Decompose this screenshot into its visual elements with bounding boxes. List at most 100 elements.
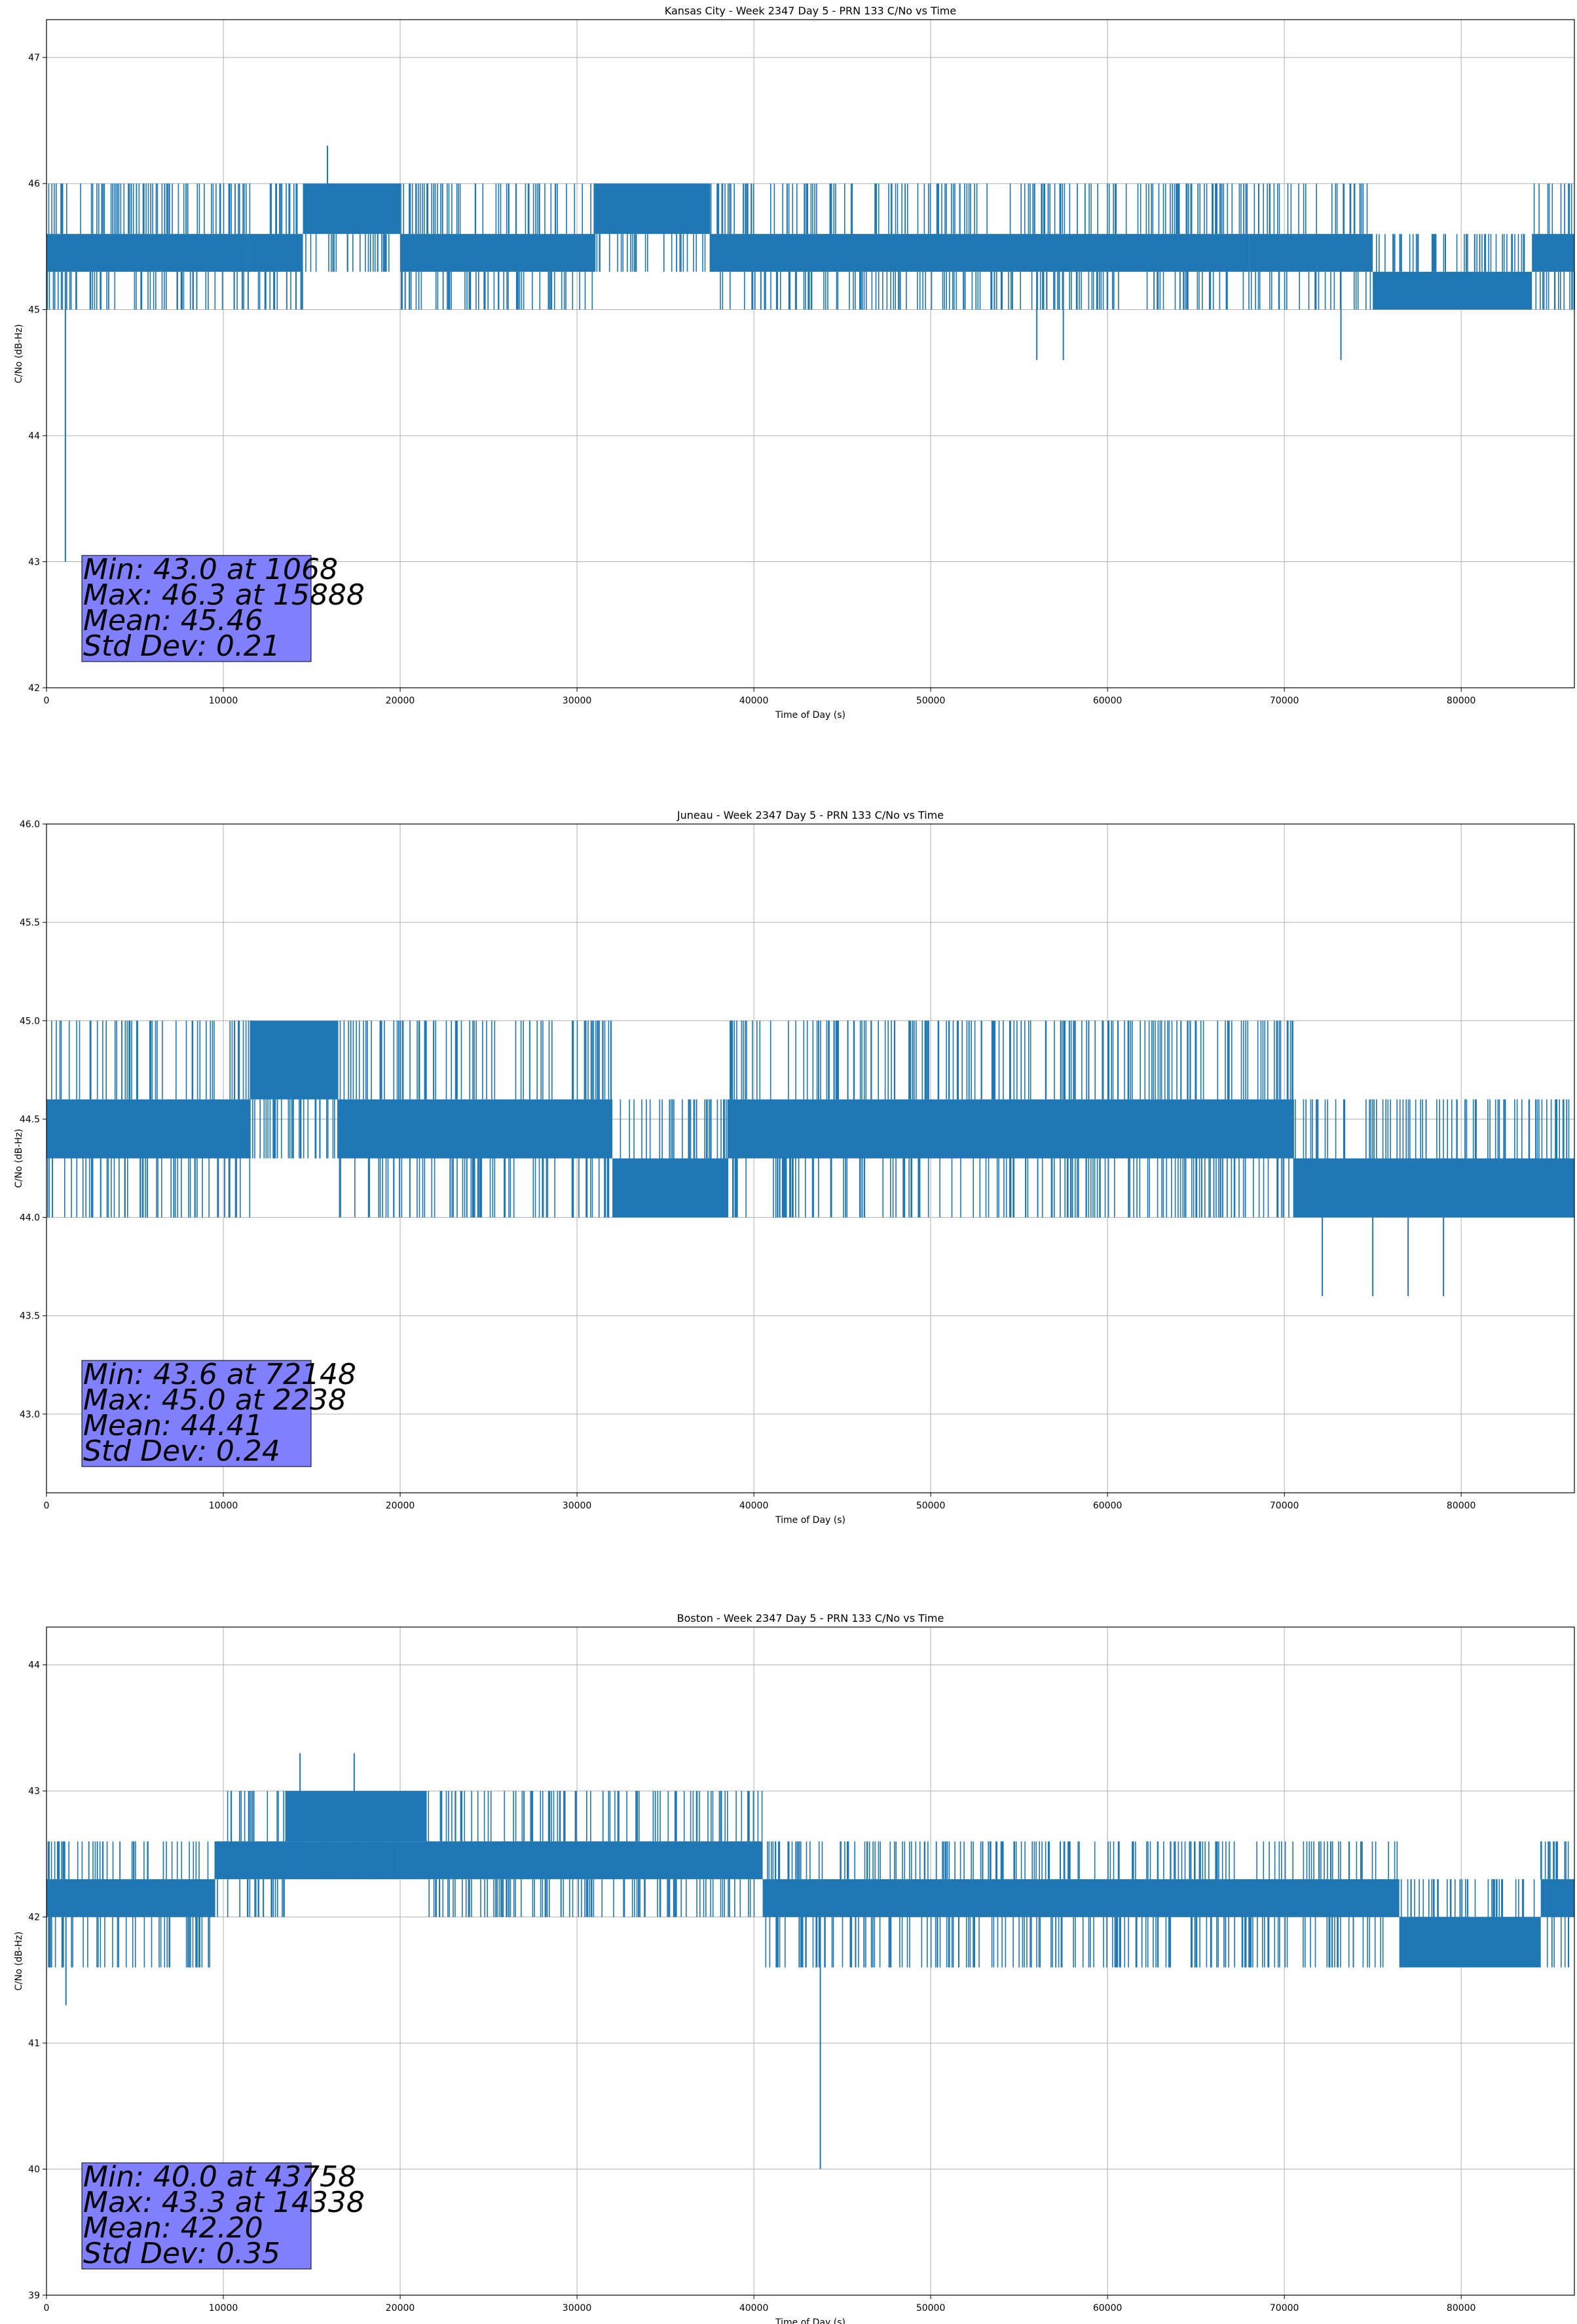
y-axis-label: C/No (dB-Hz): [14, 1932, 24, 1991]
y-axis-label: C/No (dB-Hz): [14, 1129, 24, 1188]
stats-box: Min: 40.0 at 43758 Max: 43.3 at 14338 Me…: [81, 2160, 365, 2270]
subplot-boston: 0 10000 20000 30000 40000 50000 60000 70000 8000…: [14, 1612, 1575, 2324]
signal-band: [285, 1791, 427, 1842]
stat-std: Std Dev: 0.24: [83, 1434, 280, 1468]
y-tick-label: 41: [28, 2038, 40, 2049]
x-tick-label: 0: [44, 2303, 50, 2314]
signal-band: [727, 1099, 1293, 1159]
signal-band: [46, 234, 250, 272]
stat-min: Min: 43.0 at 1068: [83, 553, 338, 586]
y-tick-label: 47: [28, 53, 40, 64]
x-axis-label: Time of Day (s): [775, 1515, 845, 1526]
x-tick-label: 70000: [1270, 2303, 1299, 2314]
y-tick-label: 45.0: [20, 1016, 40, 1026]
y-tick-label: 40: [28, 2165, 40, 2175]
x-tick-label: 0: [44, 1501, 50, 1511]
x-tick-label: 50000: [916, 696, 946, 706]
chart-title: Juneau - Week 2347 Day 5 - PRN 133 C/No …: [677, 809, 944, 821]
x-axis-label: Time of Day (s): [775, 710, 845, 721]
x-tick-label: 60000: [1093, 696, 1122, 706]
signal-band: [709, 234, 1250, 272]
y-tick-label: 45: [28, 305, 40, 316]
signal-band: [1293, 1158, 1574, 1218]
x-tick-label: 30000: [563, 1501, 592, 1511]
subplot-kansas-city: 0 10000 20000 30000 40000 50000 60000 70000 8000…: [14, 5, 1575, 721]
signal-band: [46, 1099, 250, 1159]
x-tick-label: 10000: [209, 696, 238, 706]
y-tick-label: 46: [28, 179, 40, 189]
stats-box-background: [81, 2162, 312, 2270]
signal-band: [303, 183, 401, 234]
signal-band: [400, 234, 595, 272]
signal-band: [250, 234, 303, 272]
axes-frame: [46, 1626, 1575, 2296]
x-tick-label: 70000: [1270, 696, 1299, 706]
stats-box-background: [81, 555, 312, 662]
signal-spikes: [47, 1021, 1570, 1218]
y-tick-label: 44.5: [20, 1114, 40, 1125]
stat-max: Max: 46.3 at 15888: [83, 578, 365, 612]
stat-std: Std Dev: 0.21: [83, 629, 280, 663]
y-tick-label: 45.5: [20, 918, 40, 928]
stat-max: Max: 45.0 at 2238: [83, 1383, 346, 1417]
signal-band: [1399, 1917, 1541, 1968]
x-tick-label: 60000: [1093, 2303, 1122, 2314]
x-tick-label: 20000: [386, 1501, 415, 1511]
stats-box: Min: 43.6 at 72148 Max: 45.0 at 2238 Mea…: [81, 1358, 356, 1468]
y-tick-label: 44.0: [20, 1213, 40, 1224]
chart-title: Boston - Week 2347 Day 5 - PRN 133 C/No …: [677, 1612, 944, 1624]
x-tick-label: 70000: [1270, 1501, 1299, 1511]
x-tick-label: 40000: [739, 696, 769, 706]
signal-spikes: [47, 1791, 1570, 1968]
stats-box: Min: 43.0 at 1068 Max: 46.3 at 15888 Mea…: [81, 553, 365, 663]
y-tick-label: 43: [28, 1786, 40, 1797]
ticks: 0 10000 20000 30000 40000 50000 60000 70000 8000…: [28, 1660, 1475, 2314]
y-tick-label: 43: [28, 557, 40, 568]
y-tick-label: 42: [28, 1913, 40, 1923]
signal-band: [762, 1879, 1400, 1917]
x-tick-label: 80000: [1447, 696, 1476, 706]
x-tick-label: 10000: [209, 2303, 238, 2314]
y-tick-label: 43.5: [20, 1311, 40, 1322]
signal-band: [214, 1841, 763, 1879]
x-tick-label: 20000: [386, 696, 415, 706]
x-tick-label: 30000: [563, 2303, 592, 2314]
chart-title: Kansas City - Week 2347 Day 5 - PRN 133 …: [665, 5, 956, 17]
x-tick-label: 80000: [1447, 2303, 1476, 2314]
x-tick-label: 30000: [563, 696, 592, 706]
x-tick-label: 40000: [739, 1501, 769, 1511]
x-tick-label: 0: [44, 696, 50, 706]
signal-band: [1540, 1879, 1574, 1917]
axes-frame: [46, 823, 1575, 1493]
signal-spikes: [46, 183, 1575, 310]
stat-mean: Mean: 45.46: [83, 604, 263, 637]
x-tick-label: 50000: [916, 1501, 946, 1511]
signal-band: [612, 1158, 728, 1218]
stat-std: Std Dev: 0.35: [83, 2237, 280, 2270]
signal-band: [46, 1879, 215, 1917]
signal-band: [338, 1099, 613, 1159]
y-tick-label: 44: [28, 1660, 40, 1671]
x-axis-label: Time of Day (s): [775, 2317, 845, 2324]
signal-band: [1373, 271, 1532, 310]
signal-band: [1532, 234, 1574, 272]
y-tick-label: 39: [28, 2291, 40, 2301]
signal-band: [595, 183, 710, 234]
stat-mean: Mean: 44.41: [83, 1409, 263, 1442]
stat-min: Min: 40.0 at 43758: [83, 2160, 356, 2194]
x-tick-label: 50000: [916, 2303, 946, 2314]
data-series: [46, 145, 1575, 562]
y-tick-label: 43.0: [20, 1410, 40, 1420]
stat-max: Max: 43.3 at 14338: [83, 2186, 365, 2219]
data-series: [46, 1021, 1574, 1296]
x-tick-label: 20000: [386, 2303, 415, 2314]
signal-band: [250, 1021, 339, 1100]
data-series: [46, 1753, 1574, 2169]
y-tick-label: 44: [28, 431, 40, 441]
x-tick-label: 10000: [209, 1501, 238, 1511]
y-tick-label: 42: [28, 683, 40, 694]
y-axis-label: C/No (dB-Hz): [14, 324, 24, 383]
x-tick-label: 80000: [1447, 1501, 1476, 1511]
stat-min: Min: 43.6 at 72148: [83, 1358, 356, 1391]
y-tick-label: 46.0: [20, 819, 40, 830]
